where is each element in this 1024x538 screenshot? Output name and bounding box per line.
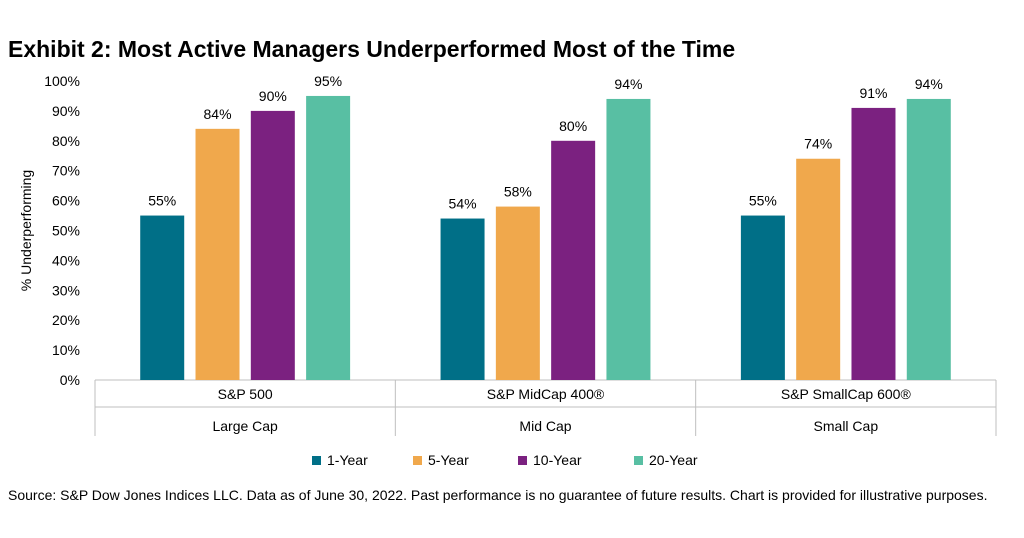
- y-tick-label: 50%: [52, 223, 80, 239]
- y-tick-label: 60%: [52, 193, 80, 209]
- legend-label: 5-Year: [428, 452, 469, 468]
- y-axis-title: % Underperforming: [18, 170, 34, 291]
- data-label: 55%: [148, 193, 176, 209]
- bar: [740, 215, 785, 380]
- bar: [906, 98, 951, 380]
- data-label: 58%: [504, 184, 532, 200]
- bar: [551, 140, 596, 380]
- legend-label: 10-Year: [533, 452, 582, 468]
- x-group-label: Mid Cap: [519, 418, 571, 434]
- legend-swatch: [518, 455, 527, 465]
- y-tick-label: 30%: [52, 282, 80, 298]
- legend-swatch: [312, 455, 321, 465]
- data-label: 80%: [559, 118, 587, 134]
- y-tick-label: 20%: [52, 312, 80, 328]
- bar: [440, 218, 485, 380]
- bar: [140, 215, 185, 380]
- source-note: Source: S&P Dow Jones Indices LLC. Data …: [8, 487, 988, 503]
- legend-swatch: [413, 455, 422, 465]
- y-tick-label: 80%: [52, 133, 80, 149]
- data-label: 91%: [859, 85, 887, 101]
- x-category-label: S&P MidCap 400®: [487, 386, 605, 402]
- y-tick-label: 40%: [52, 252, 80, 268]
- legend-item: 1-Year: [312, 452, 368, 468]
- legend-label: 20-Year: [649, 452, 698, 468]
- bar-chart: % Underperforming 0% 10% 20% 30% 40% 50% 60% 70%…: [18, 73, 997, 436]
- y-tick-label: 90%: [52, 103, 80, 119]
- data-label: 84%: [204, 106, 232, 122]
- data-label: 74%: [804, 136, 832, 152]
- x-group-label: Small Cap: [814, 418, 879, 434]
- legend-item: 5-Year: [413, 452, 469, 468]
- legend-item: 10-Year: [518, 452, 582, 468]
- bar: [606, 98, 651, 380]
- bar: [796, 158, 841, 380]
- bar: [851, 107, 896, 380]
- x-category-label: S&P SmallCap 600®: [781, 386, 912, 402]
- data-label: 94%: [614, 76, 642, 92]
- y-tick-label: 100%: [44, 73, 80, 89]
- bar: [495, 206, 540, 380]
- chart-title: Exhibit 2: Most Active Managers Underper…: [8, 36, 736, 62]
- legend-swatch: [634, 455, 643, 465]
- chart-legend: 1-Year 5-Year 10-Year 20-Year: [0, 452, 1024, 472]
- data-label: 94%: [915, 76, 943, 92]
- data-label: 54%: [449, 196, 477, 212]
- data-label: 95%: [314, 73, 342, 89]
- legend-item: 20-Year: [634, 452, 698, 468]
- legend-label: 1-Year: [327, 452, 368, 468]
- y-tick-label: 0%: [60, 372, 80, 388]
- data-label: 55%: [749, 193, 777, 209]
- bar: [250, 110, 295, 381]
- y-tick-label: 70%: [52, 163, 80, 179]
- y-tick-label: 10%: [52, 342, 80, 358]
- data-label: 90%: [259, 88, 287, 104]
- bar: [306, 95, 351, 380]
- x-category-label: S&P 500: [218, 386, 273, 402]
- x-group-label: Large Cap: [212, 418, 278, 434]
- bar: [195, 128, 240, 380]
